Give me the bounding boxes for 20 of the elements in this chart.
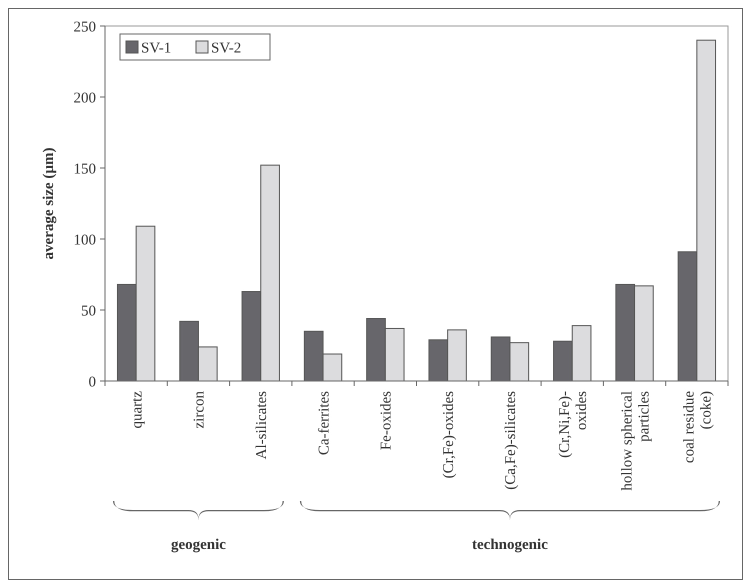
y-tick-label: 50	[81, 303, 96, 320]
y-axis-title: average size (µm)	[41, 148, 57, 260]
legend-label: SV-2	[211, 40, 242, 56]
x-tick-label: quartz	[129, 390, 146, 428]
x-tick-label: (Cr,Ni,Fe)- oxides	[557, 390, 590, 458]
y-tick-label: 250	[74, 19, 96, 36]
y-tick-label: 150	[74, 161, 96, 178]
y-tick-label: 200	[74, 90, 96, 106]
text: geogenic	[170, 537, 226, 553]
text: technogenic	[472, 537, 548, 553]
x-tick-label: Ca-ferrites	[316, 390, 332, 456]
x-tick-label: coal residue (coke)	[682, 390, 715, 464]
x-tick-label: zircon	[192, 390, 208, 428]
y-tick-label: 100	[74, 232, 96, 248]
x-tick-label: (Ca,Fe)-silicates	[503, 390, 520, 490]
legend-label: SV-1	[141, 40, 172, 56]
x-tick-label: (Cr,Fe)-oxides	[440, 390, 457, 478]
y-tick-label: 0	[88, 374, 96, 390]
x-tick-label: Fe-oxides	[378, 390, 395, 450]
x-tick-label: Al-silicates	[254, 390, 270, 460]
